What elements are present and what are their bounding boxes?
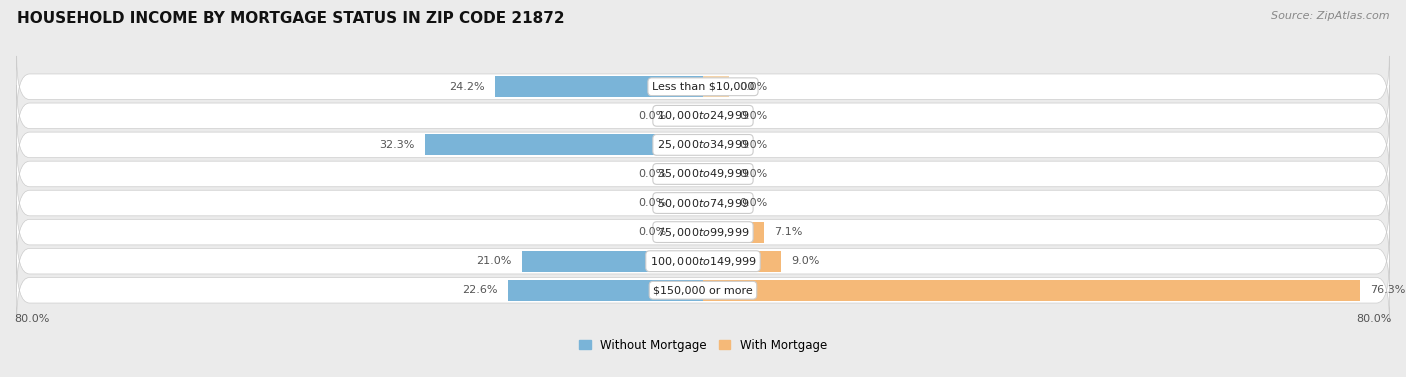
Text: 0.0%: 0.0%: [638, 198, 666, 208]
FancyBboxPatch shape: [17, 172, 1389, 234]
Text: 21.0%: 21.0%: [477, 256, 512, 266]
Text: $100,000 to $149,999: $100,000 to $149,999: [650, 255, 756, 268]
Bar: [703, 76, 728, 97]
FancyBboxPatch shape: [17, 143, 1389, 205]
Text: 0.0%: 0.0%: [638, 169, 666, 179]
FancyBboxPatch shape: [17, 201, 1389, 263]
Text: $35,000 to $49,999: $35,000 to $49,999: [657, 167, 749, 181]
Bar: [509, 280, 703, 301]
Text: 0.0%: 0.0%: [740, 198, 768, 208]
Text: $25,000 to $34,999: $25,000 to $34,999: [657, 138, 749, 152]
Bar: [703, 105, 728, 126]
Bar: [678, 193, 703, 213]
Bar: [703, 135, 728, 155]
Text: $75,000 to $99,999: $75,000 to $99,999: [657, 225, 749, 239]
FancyBboxPatch shape: [17, 114, 1389, 176]
Bar: [522, 251, 703, 272]
Text: $10,000 to $24,999: $10,000 to $24,999: [657, 109, 749, 122]
Bar: [703, 164, 728, 184]
FancyBboxPatch shape: [17, 259, 1389, 321]
Text: 22.6%: 22.6%: [463, 285, 498, 295]
Bar: [678, 105, 703, 126]
Bar: [703, 280, 1360, 301]
Bar: [425, 135, 703, 155]
Text: 0.0%: 0.0%: [740, 111, 768, 121]
Text: HOUSEHOLD INCOME BY MORTGAGE STATUS IN ZIP CODE 21872: HOUSEHOLD INCOME BY MORTGAGE STATUS IN Z…: [17, 11, 564, 26]
Text: 7.1%: 7.1%: [775, 227, 803, 237]
FancyBboxPatch shape: [17, 56, 1389, 118]
Text: 0.0%: 0.0%: [638, 111, 666, 121]
Text: 24.2%: 24.2%: [449, 82, 484, 92]
Text: 0.0%: 0.0%: [638, 227, 666, 237]
Text: 9.0%: 9.0%: [790, 256, 820, 266]
Text: 0.0%: 0.0%: [740, 82, 768, 92]
Text: Source: ZipAtlas.com: Source: ZipAtlas.com: [1271, 11, 1389, 21]
Text: $50,000 to $74,999: $50,000 to $74,999: [657, 196, 749, 210]
FancyBboxPatch shape: [17, 230, 1389, 292]
Bar: [703, 193, 728, 213]
Text: 80.0%: 80.0%: [14, 314, 49, 323]
Text: 76.3%: 76.3%: [1371, 285, 1406, 295]
FancyBboxPatch shape: [17, 85, 1389, 147]
Text: 80.0%: 80.0%: [1357, 314, 1392, 323]
Bar: [703, 222, 763, 242]
Legend: Without Mortgage, With Mortgage: Without Mortgage, With Mortgage: [574, 334, 832, 356]
Text: 32.3%: 32.3%: [380, 140, 415, 150]
Bar: [678, 222, 703, 242]
Text: $150,000 or more: $150,000 or more: [654, 285, 752, 295]
Text: 0.0%: 0.0%: [740, 169, 768, 179]
Text: Less than $10,000: Less than $10,000: [652, 82, 754, 92]
Bar: [678, 164, 703, 184]
Bar: [703, 251, 780, 272]
Bar: [495, 76, 703, 97]
Text: 0.0%: 0.0%: [740, 140, 768, 150]
